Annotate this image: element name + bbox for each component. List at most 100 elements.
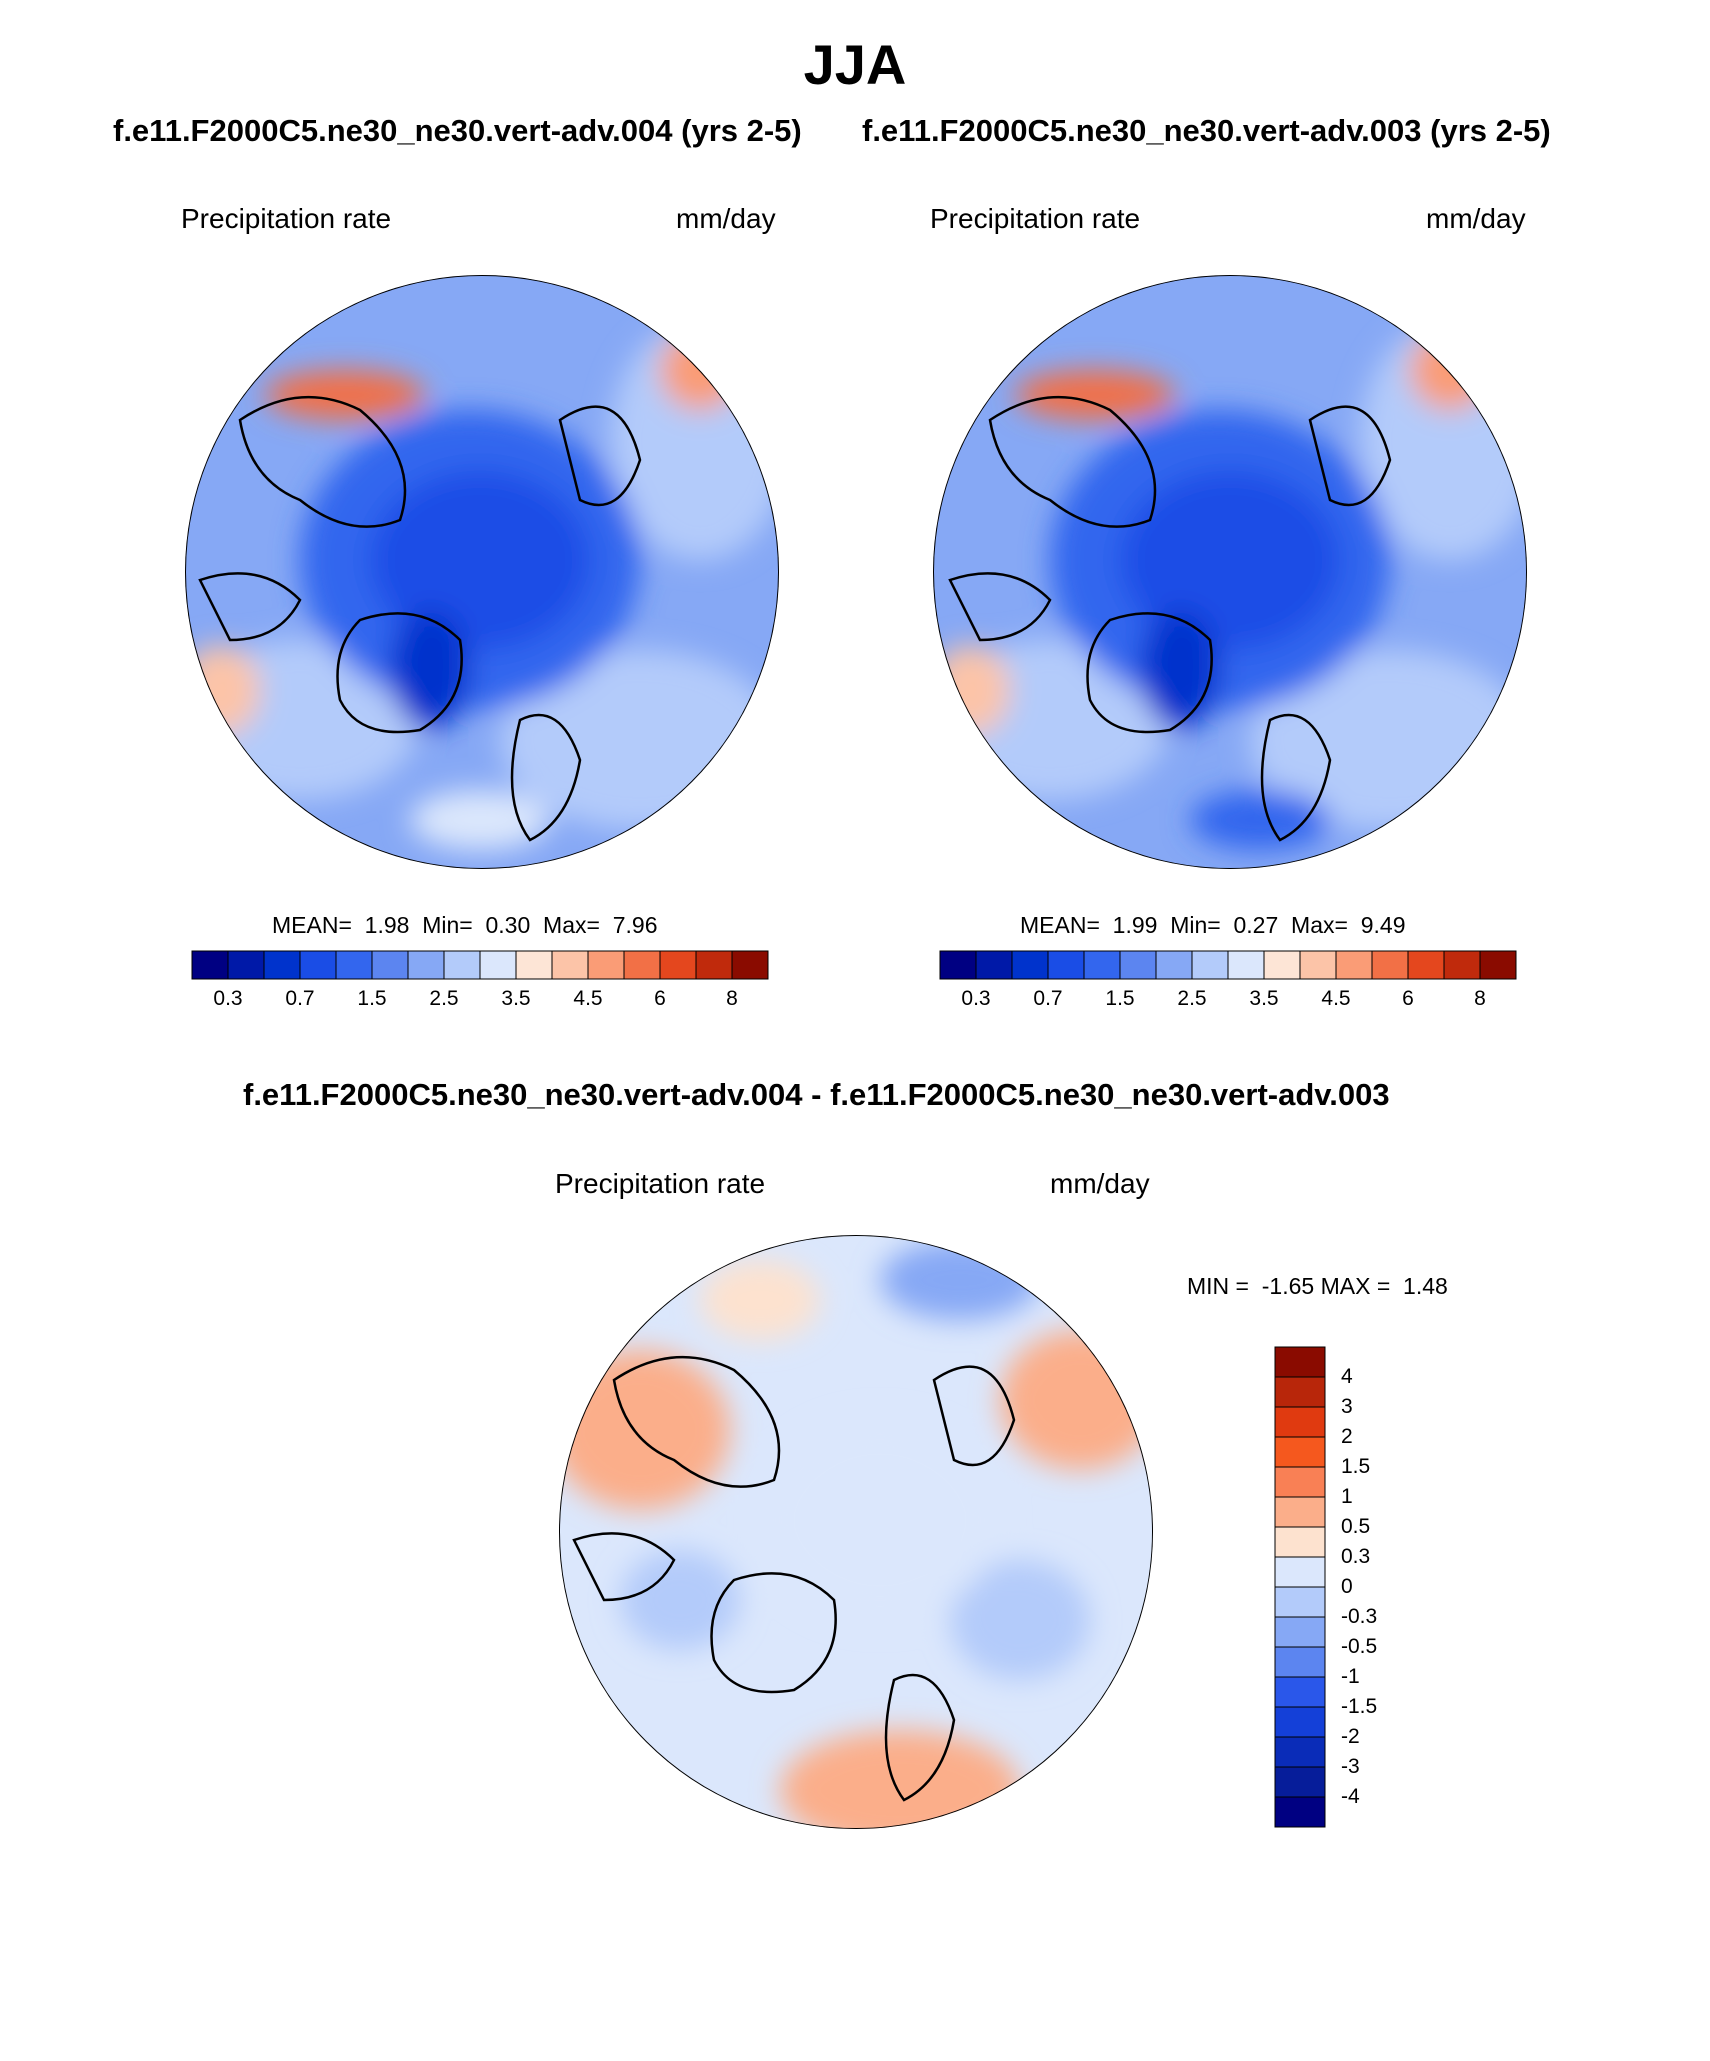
panel1-variable-label: Precipitation rate (181, 203, 392, 234)
difference-stats: MIN = -1.65 MAX = 1.48 (1187, 1273, 1448, 1300)
colorbar-tick-label: -0.3 (1341, 1605, 1378, 1628)
colorbar-swatch (1227, 950, 1265, 980)
difference-map (559, 1235, 1153, 1829)
colorbar-swatch (227, 950, 265, 980)
colorbar-swatch (623, 950, 661, 980)
panel2-units-label: mm/day (1426, 203, 1526, 234)
colorbar-tick-label: 1.5 (357, 987, 387, 1010)
colorbar-swatch (1274, 1466, 1326, 1498)
panel2-max-value: 9.49 (1360, 912, 1406, 938)
colorbar-tick-label: 2.5 (429, 987, 459, 1010)
colorbar-swatch (695, 950, 733, 980)
colorbar-swatch (1155, 950, 1193, 980)
colorbar-tick-label: 2 (1341, 1425, 1353, 1448)
colorbar-tick-label: 1.5 (1341, 1455, 1371, 1478)
colorbar-swatch (1274, 1406, 1326, 1438)
difference-colorbar (1274, 1346, 1326, 1828)
colorbar-swatch (1407, 950, 1445, 980)
panel1-mean-label: MEAN= (272, 912, 352, 938)
colorbar-tick-label: 8 (1474, 987, 1486, 1010)
colorbar-tick-label: -1.5 (1341, 1695, 1378, 1718)
panel1-max-value: 7.96 (612, 912, 658, 938)
panel2-mean-value: 1.99 (1112, 912, 1158, 938)
panel1-max-label: Max= (543, 912, 600, 938)
colorbar-swatch (939, 950, 977, 980)
colorbar-tick-label: 6 (654, 987, 666, 1010)
panel2-min-value: 0.27 (1233, 912, 1279, 938)
panel2-min-label: Min= (1170, 912, 1221, 938)
colorbar-swatch (371, 950, 409, 980)
panel1-stats: MEAN= 1.98 Min= 0.30 Max= 7.96 (272, 912, 657, 939)
colorbar-tick-label: 0 (1341, 1575, 1353, 1598)
colorbar-tick-label: 0.7 (1033, 987, 1063, 1010)
panel2-max-label: Max= (1291, 912, 1348, 938)
colorbar-tick-label: -2 (1341, 1725, 1360, 1748)
colorbar-swatch (1083, 950, 1121, 980)
colorbar-tick-label: -4 (1341, 1785, 1360, 1808)
colorbar-swatch (1479, 950, 1517, 980)
colorbar-tick-label: 4.5 (1321, 987, 1351, 1010)
colorbar-swatch (1274, 1586, 1326, 1618)
colorbar-tick-label: 4.5 (573, 987, 603, 1010)
colorbar-swatch (407, 950, 445, 980)
colorbar-swatch (479, 950, 517, 980)
colorbar-swatch (1274, 1616, 1326, 1648)
difference-max-value: 1.48 (1403, 1273, 1448, 1299)
colorbar-tick-label: 4 (1341, 1365, 1353, 1388)
colorbar-swatch (299, 950, 337, 980)
panel1-units-label: mm/day (676, 203, 776, 234)
colorbar-swatch (551, 950, 589, 980)
colorbar-swatch (1047, 950, 1085, 980)
colorbar-swatch (1274, 1556, 1326, 1588)
difference-units-label: mm/day (1050, 1168, 1150, 1199)
colorbar-tick-label: 0.7 (285, 987, 315, 1010)
difference-min-label: MIN = (1187, 1273, 1249, 1299)
panel1-mean-value: 1.98 (364, 912, 410, 938)
panel1-map (185, 275, 779, 869)
panel2-colorbar (939, 950, 1517, 980)
panel1-min-value: 0.30 (485, 912, 531, 938)
panel1-title: f.e11.F2000C5.ne30_ne30.vert-adv.004 (yr… (113, 113, 802, 148)
panel2-title: f.e11.F2000C5.ne30_ne30.vert-adv.003 (yr… (862, 113, 1551, 148)
colorbar-swatch (1263, 950, 1301, 980)
colorbar-tick-label: 3.5 (501, 987, 531, 1010)
panel2-mean-label: MEAN= (1020, 912, 1100, 938)
colorbar-swatch (263, 950, 301, 980)
colorbar-tick-label: -1 (1341, 1665, 1360, 1688)
colorbar-tick-label: 0.5 (1341, 1515, 1371, 1538)
colorbar-swatch (1371, 950, 1409, 980)
difference-min-value: -1.65 (1261, 1273, 1315, 1299)
colorbar-swatch (1299, 950, 1337, 980)
panel2-map (933, 275, 1527, 869)
colorbar-tick-label: 1.5 (1105, 987, 1135, 1010)
colorbar-tick-label: 3.5 (1249, 987, 1279, 1010)
colorbar-swatch (515, 950, 553, 980)
colorbar-tick-label: 6 (1402, 987, 1414, 1010)
colorbar-swatch (1274, 1646, 1326, 1678)
colorbar-swatch (1274, 1766, 1326, 1798)
colorbar-tick-label: 2.5 (1177, 987, 1207, 1010)
colorbar-swatch (975, 950, 1013, 980)
figure-title: JJA (803, 33, 907, 96)
colorbar-tick-label: -0.5 (1341, 1635, 1378, 1658)
colorbar-swatch (1119, 950, 1157, 980)
colorbar-tick-label: 0.3 (1341, 1545, 1371, 1568)
colorbar-tick-label: 8 (726, 987, 738, 1010)
colorbar-tick-label: -3 (1341, 1755, 1360, 1778)
colorbar-swatch (1274, 1796, 1326, 1828)
colorbar-swatch (1191, 950, 1229, 980)
panel2-variable-label: Precipitation rate (930, 203, 1141, 234)
colorbar-swatch (587, 950, 625, 980)
panel1-colorbar (191, 950, 769, 980)
colorbar-tick-label: 0.3 (961, 987, 991, 1010)
colorbar-tick-label: 1 (1341, 1485, 1353, 1508)
colorbar-swatch (1274, 1736, 1326, 1768)
colorbar-swatch (1274, 1436, 1326, 1468)
difference-variable-label: Precipitation rate (555, 1168, 766, 1199)
colorbar-swatch (1011, 950, 1049, 980)
colorbar-swatch (1274, 1376, 1326, 1408)
colorbar-swatch (443, 950, 481, 980)
colorbar-swatch (1274, 1346, 1326, 1378)
colorbar-swatch (1274, 1496, 1326, 1528)
